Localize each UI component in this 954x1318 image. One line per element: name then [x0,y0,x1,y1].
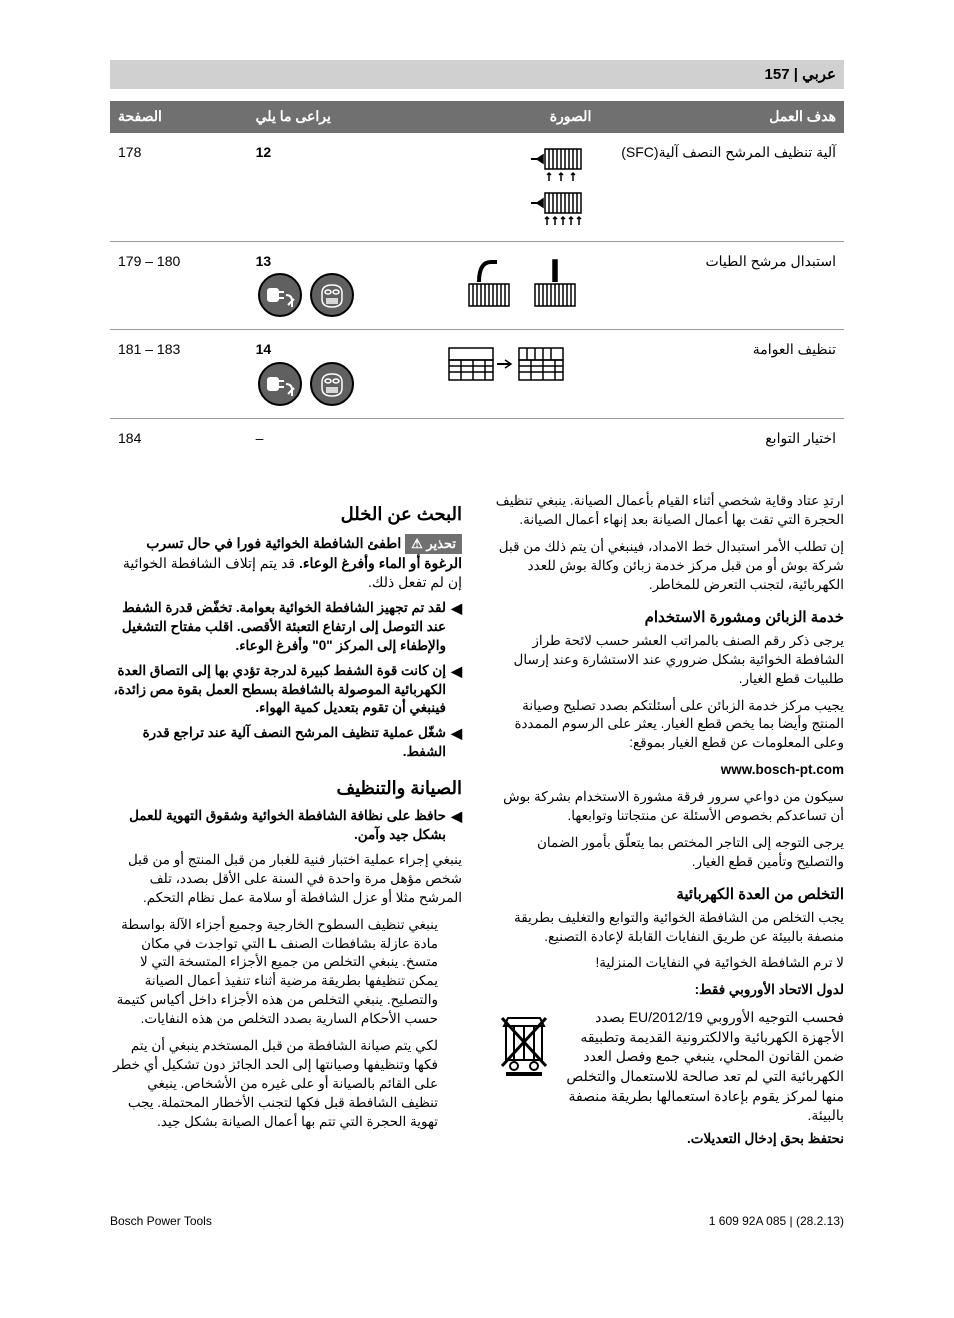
table-row: اختيار التوابع [599,418,844,458]
filter-sfc-icon-1 [487,145,587,185]
url-text: www.bosch-pt.com [492,761,844,780]
bullet-item: ◀شغّل عملية تنظيف المرشح النصف آلية عند … [110,724,462,762]
body-text: يجب التخلص من الشافطة الخوائية والتوابع … [492,909,844,947]
body-text: سيكون من دواعي سرور فرقة مشورة الاستخدام… [492,788,844,826]
right-column: البحث عن الخلل تحذير ⚠ اطفئ الشافطة الخو… [110,488,462,1156]
body-text: إن تطلب الأمر استبدال خط الامداد، فينبغي… [492,538,844,595]
left-column: ارتدِ عتاد وقاية شخصي أثناء القيام بأعما… [492,488,844,1156]
table-row: 14 [248,330,386,419]
filter-replace-icon [457,254,587,310]
body-text: يجيب مركز خدمة الزبائن على أسئلتكم بصدد … [492,697,844,754]
filter-sfc-icon-2 [487,189,587,229]
page-header: عربي | 157 [110,60,844,89]
float-clean-icon [437,342,587,386]
table-row: 184 [110,418,248,458]
footer-left: Bosch Power Tools [110,1213,212,1230]
table-row: 178 [110,133,248,242]
figure-cell [385,133,599,242]
table-row: 179 – 180 [110,241,248,330]
body-text: نحتفظ بحق إدخال التعديلات. [492,1130,844,1149]
page-footer: Bosch Power Tools 1 609 92A 085 | (28.2.… [110,1207,844,1230]
table-row: 181 – 183 [110,330,248,419]
unplug-icon [258,273,302,317]
heading-service: خدمة الزبائن ومشورة الاستخدام [492,607,844,628]
heading-eu: لدول الاتحاد الأوروبي فقط: [492,981,844,1000]
th-note: يراعى ما يلي [248,101,386,133]
figure-cell [385,241,599,330]
bullet-item: ◀إن كانت قوة الشفط كبيرة لدرجة تؤدي بها … [110,662,462,719]
body-text: ارتدِ عتاد وقاية شخصي أثناء القيام بأعما… [492,492,844,530]
body-text: يرجى التوجه إلى التاجر المختص بما يتعلّق… [492,834,844,872]
body-text: ينبغي تنظيف السطوح الخارجية وجميع أجزاء … [110,916,462,1029]
body-text: لكي يتم صيانة الشافطة من قبل المستخدم ين… [110,1037,462,1131]
table-row: 12 [248,133,386,242]
table-row: استبدال مرشح الطيات [599,241,844,330]
table-row: تنظيف العوامة [599,330,844,419]
body-text: يرجى ذكر رقم الصنف بالمراتب العشر حسب لا… [492,632,844,689]
body-text: فحسب التوجيه الأوروبي 2012/19/EU بصدد ال… [562,1008,844,1126]
operations-table: هدف العمل الصورة يراعى ما يلي الصفحة آلي… [110,101,844,458]
heading-disposal: التخلص من العدة الكهربائية [492,884,844,905]
th-image: الصورة [385,101,599,133]
table-row: آلية تنظيف المرشح النصف آلية(SFC) [599,133,844,242]
heading-maintenance: الصيانة والتنظيف [110,776,462,801]
warning-tag: تحذير ⚠ [405,534,462,554]
table-row: 13 [248,241,386,330]
bullet-item: ◀لقد تم تجهيز الشافطة الخوائية بعوامة. ت… [110,599,462,656]
bullet-item: ◀حافظ على نظافة الشافطة الخوائية وشقوق ا… [110,807,462,845]
body-text: ينبغي إجراء عملية اختبار فنية للغبار من … [110,851,462,908]
table-row: – [248,418,386,458]
th-goal: هدف العمل [599,101,844,133]
mask-icon [310,362,354,406]
body-text: لا ترم الشافطة الخوائية في النفايات المن… [492,954,844,973]
warning-block: تحذير ⚠ اطفئ الشافطة الخوائية فورا في حا… [110,534,462,593]
heading-troubleshoot: البحث عن الخلل [110,502,462,527]
th-page: الصفحة [110,101,248,133]
figure-cell [385,330,599,419]
mask-icon [310,273,354,317]
unplug-icon [258,362,302,406]
footer-right: 1 609 92A 085 | (28.2.13) [709,1213,844,1230]
weee-bin-icon [492,1008,552,1078]
figure-cell [385,418,599,458]
